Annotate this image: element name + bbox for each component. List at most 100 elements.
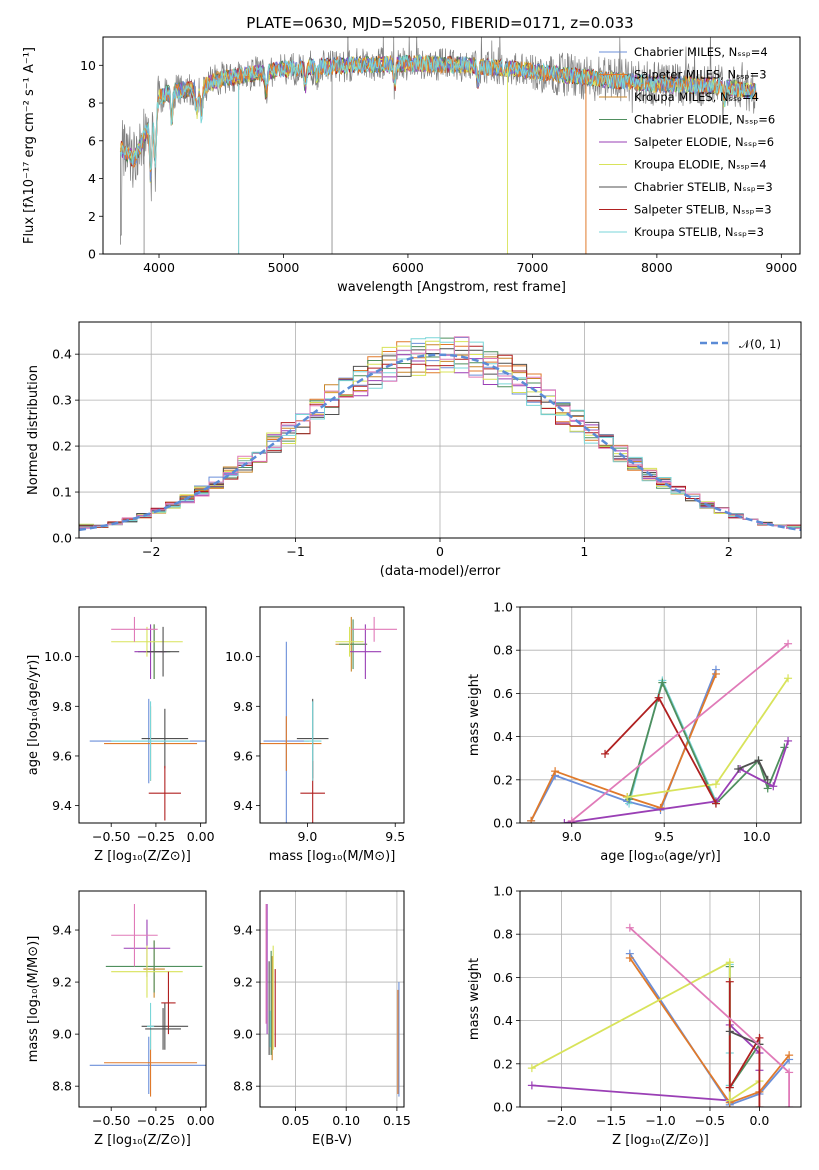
axes: 0.05 0.10 0.15 8.8 9.0 9.2 9.4 E(B-V) (233, 890, 411, 1148)
x-tick-label: −0.25 (137, 829, 175, 844)
plus-marker (527, 816, 536, 823)
x-axis-label: E(B-V) (312, 1133, 352, 1148)
x-axis-label: mass [log₁₀(M/M⊙)] (269, 849, 396, 864)
plus-marker (785, 1051, 794, 1060)
errorbar-point (105, 940, 203, 993)
x-tick-label: 0.05 (282, 1113, 310, 1128)
x-axis-label: wavelength [Angstrom, rest frame] (337, 280, 566, 295)
model-spectrum-line-8 (119, 54, 757, 171)
x-tick-label: 1 (580, 544, 588, 559)
y-tick-label: 8.8 (233, 1079, 253, 1094)
y-tick-label: 9.2 (52, 975, 72, 990)
x-tick-label: −2.0 (546, 1113, 576, 1128)
x-tick-label: −0.5 (695, 1113, 725, 1128)
plus-marker (784, 736, 793, 745)
y-axis-label: age [log₁₀(age/yr)] (26, 655, 41, 776)
x-tick-label: 0 (436, 544, 444, 559)
plus-marker (551, 767, 560, 776)
plus-marker (734, 765, 743, 773)
x-tick-label: 0.00 (187, 829, 215, 844)
errorbar-point (349, 624, 382, 679)
mass-weight-line (530, 669, 717, 822)
data-layer (89, 904, 206, 1097)
x-tick-label: 7000 (516, 260, 548, 275)
panel-mass-weight-vs-age: 9.0 9.5 10.0 0.0 0.2 0.4 0.6 0.8 1.0 age [log₁₀(a… (467, 600, 802, 864)
legend-label: Salpeter STELIB, Nₛₛₚ=3 (634, 203, 772, 217)
axes: 4000 5000 6000 7000 8000 9000 0 2 4 6 8 10 wavelengt… (22, 36, 801, 295)
errorbar-point (145, 1008, 181, 1050)
plus-marker (725, 958, 734, 967)
errorbar-point (141, 708, 189, 769)
y-tick-label: 0.0 (493, 1100, 513, 1115)
plus-marker (784, 674, 793, 683)
errorbar-point (146, 626, 180, 677)
y-axis-label: Normed distribution (26, 365, 41, 495)
legend-label: Salpeter ELODIE, Nₛₛₚ=6 (634, 135, 774, 149)
y-tick-label: 0.4 (493, 729, 513, 744)
panel-mass-vs-extinction: 0.05 0.10 0.15 8.8 9.0 9.2 9.4 E(B-V) (233, 890, 411, 1148)
plus-marker (725, 1096, 734, 1105)
plus-marker (784, 639, 793, 648)
x-tick-label: 10.0 (743, 829, 771, 844)
errorbar-point (89, 1036, 206, 1094)
plus-marker (785, 1103, 794, 1107)
x-tick-label: 9000 (765, 260, 797, 275)
x-tick-label: 9.0 (562, 829, 582, 844)
plus-marker (656, 803, 665, 812)
x-axis-label: Z [log₁₀(Z/Z⊙)] (94, 1133, 191, 1148)
y-tick-label: 0.6 (493, 970, 513, 985)
plus-marker (725, 1027, 734, 1036)
data-layer (79, 336, 801, 532)
plus-marker (725, 1083, 734, 1092)
x-tick-label: −0.25 (137, 1113, 175, 1128)
x-tick-label: 4000 (143, 260, 175, 275)
legend-label: Kroupa STELIB, Nₛₛₚ=3 (634, 225, 764, 239)
y-tick-label: 0.4 (52, 347, 72, 362)
errorbar-point (351, 616, 397, 642)
mass-weight-line (531, 960, 760, 1103)
plus-marker (654, 693, 663, 702)
panel-age-vs-mass: 9.0 9.5 9.4 9.6 9.8 10.0 mass [log₁₀(M/M⊙)] (225, 606, 405, 864)
y-tick-label: 4 (88, 171, 96, 186)
y-tick-label: 0.2 (493, 1056, 513, 1071)
mass-weight-line (728, 966, 761, 1091)
axes-frame (78, 606, 207, 824)
y-tick-label: 9.4 (52, 798, 72, 813)
x-tick-label: −1.5 (596, 1113, 626, 1128)
axes: −2.0 −1.5 −1.0 −0.5 0.0 0.0 0.2 0.4 0.6 0.8 1.0 Z [… (467, 884, 802, 1148)
y-axis-label: mass weight (467, 958, 482, 1040)
y-tick-label: 2 (88, 209, 96, 224)
x-tick-label: −1.0 (645, 1113, 675, 1128)
x-tick-label: 8000 (641, 260, 673, 275)
y-tick-label: 6 (88, 133, 96, 148)
data-layer (89, 616, 206, 821)
y-axis-label: mass [log₁₀(M/M⊙)] (26, 936, 41, 1063)
x-tick-label: 9.5 (654, 829, 674, 844)
axes-frame (78, 890, 207, 1108)
legend-label: Kroupa MILES, Nₛₛₚ=4 (634, 90, 759, 104)
y-tick-label: 9.8 (52, 699, 72, 714)
panel-residuals: −2 −1 0 1 2 0.0 0.1 0.2 0.3 0.4 (data-model)/error… (26, 321, 802, 579)
x-tick-label: −0.50 (92, 1113, 130, 1128)
plus-marker (763, 784, 772, 793)
legend: 𝒩(0, 1) (700, 337, 781, 351)
data-layer (527, 639, 793, 823)
errorbar-point (303, 701, 322, 781)
y-tick-label: 9.8 (233, 699, 253, 714)
y-tick-label: 0.0 (493, 816, 513, 831)
legend-label: Kroupa ELODIE, Nₛₛₚ=4 (634, 158, 767, 172)
errorbar-point (335, 626, 364, 657)
x-tick-label: 9.0 (297, 829, 317, 844)
y-tick-label: 0.4 (493, 1013, 513, 1028)
plus-marker (658, 678, 667, 687)
axes: 9.0 9.5 10.0 0.0 0.2 0.4 0.6 0.8 1.0 age [log₁₀(a… (467, 600, 802, 864)
y-axis-label: mass weight (467, 674, 482, 756)
y-tick-label: 8 (88, 96, 96, 111)
x-tick-label: 9.5 (385, 829, 405, 844)
plus-marker (755, 1103, 764, 1107)
x-tick-label: −1 (286, 544, 304, 559)
plus-marker (625, 953, 634, 962)
plus-marker (711, 669, 720, 678)
data-layer (265, 904, 400, 1097)
x-tick-label: 0.10 (332, 1113, 360, 1128)
